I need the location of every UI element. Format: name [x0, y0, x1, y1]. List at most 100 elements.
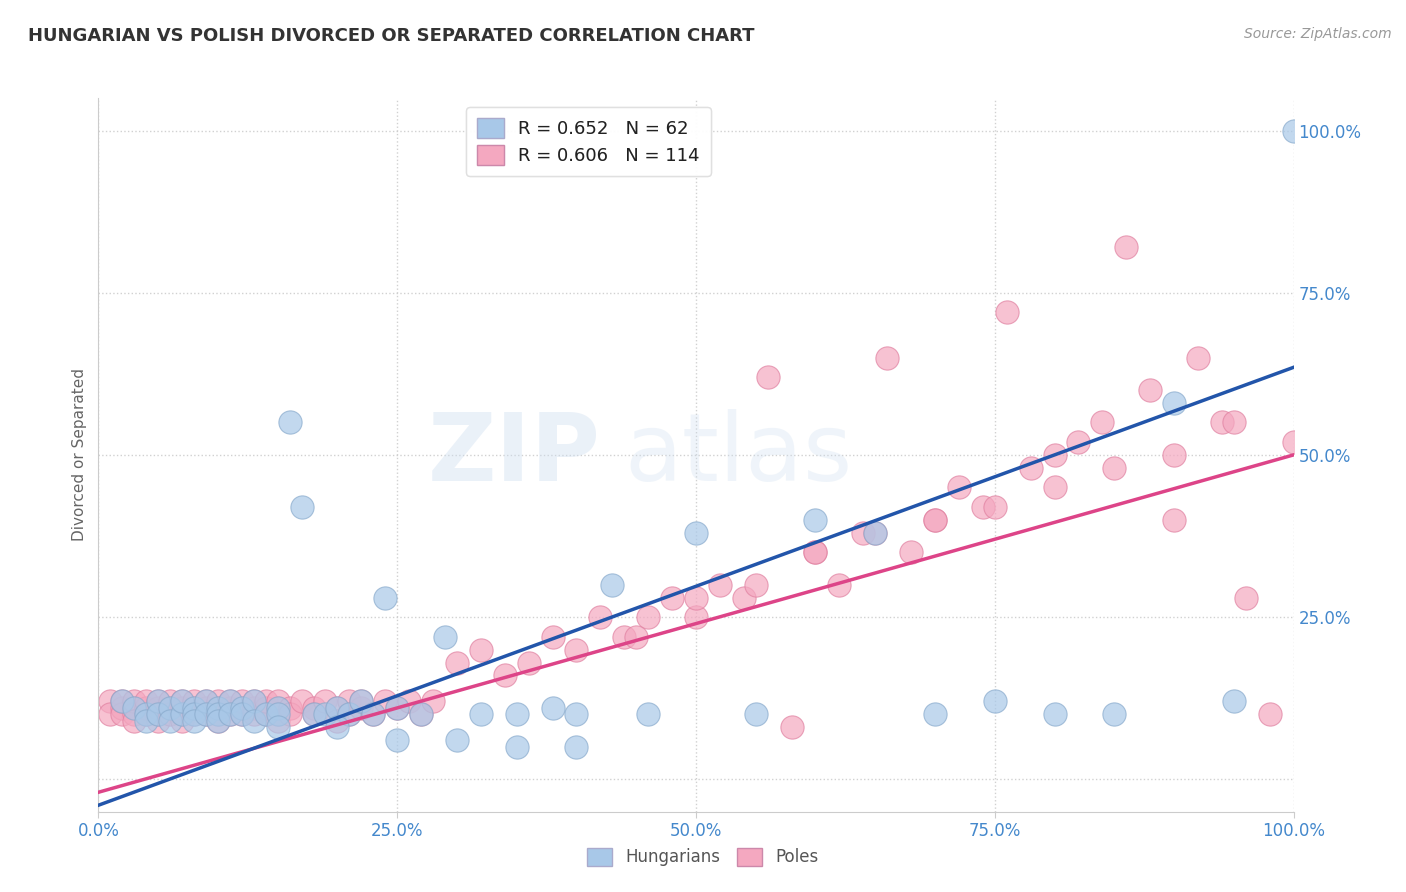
Point [565, 707, 588, 722]
Point [267, 701, 290, 715]
Text: Source: ZipAtlas.com: Source: ZipAtlas.com [1244, 27, 1392, 41]
Point [254, 701, 277, 715]
Point [1163, 513, 1185, 527]
Point [172, 707, 194, 722]
Point [470, 642, 492, 657]
Point [1139, 383, 1161, 397]
Point [337, 707, 360, 722]
Point [1282, 434, 1305, 449]
Point [1019, 461, 1042, 475]
Point [804, 513, 827, 527]
Point [374, 591, 396, 605]
Point [159, 714, 181, 728]
Point [267, 714, 290, 728]
Point [589, 610, 612, 624]
Point [148, 714, 170, 728]
Point [398, 694, 420, 708]
Point [924, 707, 946, 722]
Point [159, 701, 181, 715]
Point [243, 701, 266, 715]
Point [1187, 351, 1209, 365]
Point [98, 694, 122, 708]
Point [565, 739, 588, 754]
Point [411, 707, 433, 722]
Point [1211, 416, 1233, 430]
Text: atlas: atlas [624, 409, 852, 501]
Point [863, 525, 886, 540]
Point [411, 707, 433, 722]
Point [207, 701, 229, 715]
Point [326, 720, 349, 734]
Point [135, 707, 157, 722]
Point [326, 714, 349, 728]
Point [194, 694, 217, 708]
Point [231, 701, 253, 715]
Y-axis label: Divorced or Separated: Divorced or Separated [72, 368, 87, 541]
Point [267, 707, 290, 722]
Point [148, 707, 170, 722]
Point [135, 707, 157, 722]
Point [254, 694, 277, 708]
Point [385, 733, 409, 747]
Point [315, 707, 337, 722]
Point [1115, 240, 1137, 254]
Point [159, 694, 181, 708]
Point [183, 707, 205, 722]
Point [900, 545, 922, 559]
Point [124, 701, 146, 715]
Point [302, 701, 325, 715]
Point [948, 480, 970, 494]
Point [494, 668, 516, 682]
Point [219, 701, 242, 715]
Point [148, 701, 170, 715]
Point [243, 714, 266, 728]
Point [1222, 416, 1246, 430]
Point [302, 707, 325, 722]
Point [267, 707, 290, 722]
Point [135, 714, 157, 728]
Point [1163, 396, 1185, 410]
Point [661, 591, 683, 605]
Point [1163, 448, 1185, 462]
Point [207, 714, 229, 728]
Point [243, 694, 266, 708]
Point [207, 714, 229, 728]
Text: ZIP: ZIP [427, 409, 600, 501]
Point [600, 577, 623, 591]
Text: HUNGARIAN VS POLISH DIVORCED OR SEPARATED CORRELATION CHART: HUNGARIAN VS POLISH DIVORCED OR SEPARATE… [28, 27, 755, 45]
Point [172, 707, 194, 722]
Point [207, 707, 229, 722]
Point [828, 577, 851, 591]
Point [135, 701, 157, 715]
Point [135, 694, 157, 708]
Point [350, 701, 373, 715]
Point [254, 707, 277, 722]
Point [194, 707, 217, 722]
Point [231, 707, 253, 722]
Point [337, 694, 360, 708]
Point [124, 694, 146, 708]
Point [194, 694, 217, 708]
Point [159, 707, 181, 722]
Point [267, 720, 290, 734]
Point [302, 707, 325, 722]
Point [506, 707, 529, 722]
Point [995, 305, 1018, 319]
Point [111, 694, 134, 708]
Legend: Hungarians, Poles: Hungarians, Poles [579, 839, 827, 875]
Point [637, 707, 659, 722]
Point [243, 694, 266, 708]
Point [422, 694, 444, 708]
Point [1091, 416, 1114, 430]
Point [183, 701, 205, 715]
Point [337, 707, 360, 722]
Point [733, 591, 755, 605]
Point [613, 630, 636, 644]
Point [541, 630, 564, 644]
Point [924, 513, 946, 527]
Legend: R = 0.652   N = 62, R = 0.606   N = 114: R = 0.652 N = 62, R = 0.606 N = 114 [465, 107, 710, 176]
Point [804, 545, 827, 559]
Point [183, 714, 205, 728]
Point [267, 701, 290, 715]
Point [745, 577, 768, 591]
